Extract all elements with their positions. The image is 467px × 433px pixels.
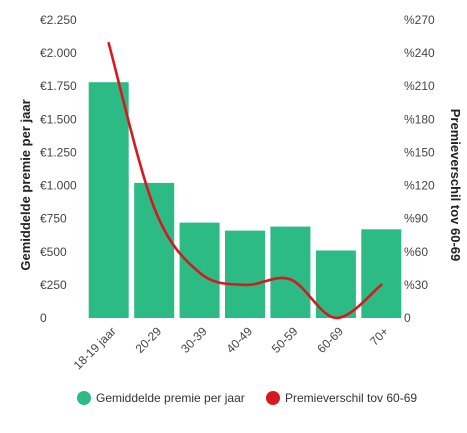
right-tick-label: %270: [404, 13, 435, 27]
line-series-premieverschil: [107, 41, 383, 320]
right-axis-title: Premieverschil tov 60-69: [448, 109, 463, 261]
left-tick-label: €500: [40, 245, 67, 259]
legend-swatch-line: [266, 391, 280, 405]
x-tick-label: 50-59: [269, 324, 301, 356]
bar-40-49: [225, 230, 265, 318]
left-tick-label: 0: [40, 311, 47, 325]
bar-18-19-jaar: [88, 82, 129, 318]
left-tick-label: €1.500: [40, 112, 77, 126]
bar-70+: [361, 229, 402, 318]
x-tick-label: 70+: [367, 324, 391, 348]
x-tick-label: 60-69: [314, 324, 346, 356]
bar-20-29: [134, 182, 175, 318]
left-tick-label: €250: [40, 278, 67, 292]
left-tick-label: €750: [40, 212, 67, 226]
left-axis-title: Gemiddelde premie per jaar: [18, 99, 33, 270]
right-axis-ticks: 0 %30 %60 %90 %120 %150 %180 %210 %240 %270: [404, 13, 435, 325]
left-tick-label: €2.250: [40, 13, 77, 27]
legend-swatch-bar: [77, 391, 91, 405]
right-tick-label: %150: [404, 145, 435, 159]
right-tick-label: 0: [404, 311, 411, 325]
right-tick-label: %240: [404, 46, 435, 60]
left-tick-label: €2.000: [40, 46, 77, 60]
x-axis-ticks: 18-19 jaar 20-29 30-39 40-49 50-59 60-69 70+: [71, 324, 392, 372]
bar-30-39: [179, 222, 220, 318]
bar-series: [88, 82, 402, 318]
left-tick-label: €1.750: [40, 79, 77, 93]
legend-label-line: Premieverschil tov 60-69: [285, 391, 417, 405]
right-tick-label: %120: [404, 179, 435, 193]
right-tick-label: %210: [404, 79, 435, 93]
x-tick-label: 40-49: [224, 324, 256, 356]
bar-50-59: [270, 226, 311, 318]
left-tick-label: €1.250: [40, 145, 77, 159]
right-tick-label: %90: [404, 212, 428, 226]
right-tick-label: %60: [404, 245, 428, 259]
legend: Gemiddelde premie per jaar Premieverschi…: [77, 391, 417, 405]
x-tick-label: 18-19 jaar: [71, 324, 119, 372]
right-tick-label: %180: [404, 112, 435, 126]
x-tick-label: 20-29: [133, 324, 165, 356]
legend-label-bar: Gemiddelde premie per jaar: [96, 391, 245, 405]
left-tick-label: €1.000: [40, 179, 77, 193]
right-tick-label: %30: [404, 278, 428, 292]
left-axis-ticks: 0 €250 €500 €750 €1.000 €1.250 €1.500 €1.750 €2.…: [40, 13, 77, 325]
x-tick-label: 30-39: [178, 324, 210, 356]
bar-60-69: [315, 250, 356, 318]
